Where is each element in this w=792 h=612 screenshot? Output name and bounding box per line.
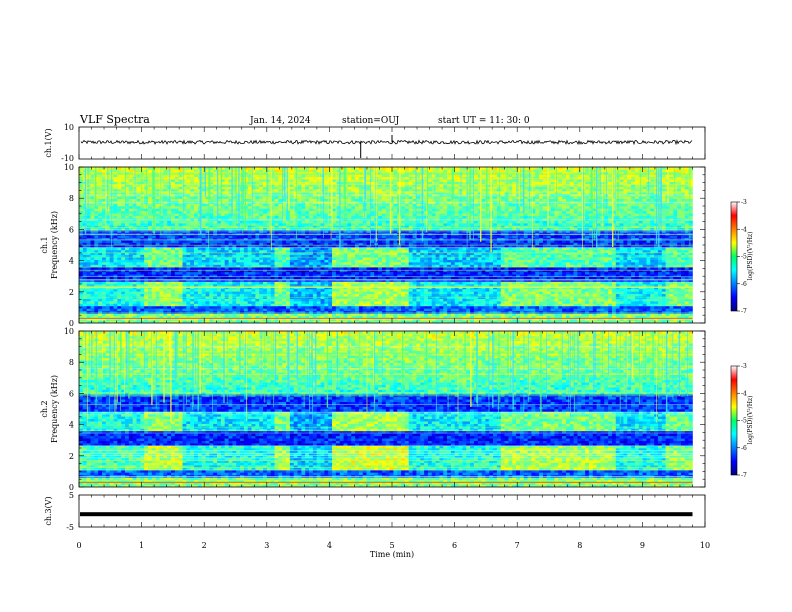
ch1-colorbar-label: log(PSD)(V²/Hz) [747,232,754,281]
colorbar-tick-label: -6 [741,445,747,452]
colorbar-tick-label: -6 [741,281,747,288]
ch1-spectrogram-image [79,167,693,323]
spectrogram-ytick-label: 0 [69,483,74,492]
x-tick-label: 7 [515,541,520,550]
x-tick-label: 8 [577,541,582,550]
colorbar-tick-label: -4 [741,226,747,233]
figure-title: VLF Spectra [79,113,150,126]
spectrogram-ytick-label: 10 [64,163,74,172]
x-tick-label: 4 [327,541,332,550]
x-tick-label: 2 [202,541,207,550]
spectrogram-ytick-label: 10 [64,327,74,336]
spectrogram-ytick-label: 0 [69,319,74,328]
station-label: station=OUJ [342,116,400,126]
ch1-waveform-line [80,139,693,146]
x-tick-label: 0 [76,541,81,550]
x-tick-label: 10 [700,541,710,550]
x-tick-label: 1 [139,541,144,550]
spectrogram-ytick-label: 4 [69,421,74,430]
spectrogram-ytick-label: 6 [69,225,74,234]
colorbar-tick-label: -5 [741,254,747,261]
ch1-ytick-top: 10 [64,123,74,132]
colorbar-tick-label: -3 [741,199,747,206]
ch1-ytick-bottom: -10 [61,154,74,163]
ch3-ytick-top: 5 [69,491,74,500]
spectrogram-ytick-label: 4 [69,257,74,266]
x-tick-label: 3 [264,541,269,550]
x-tick-label: 9 [640,541,645,550]
ch1-colorbar: -3 -4 -5 -6 -7 log(PSD)(V²/Hz) [730,199,754,315]
colorbar-tick-label: -7 [741,472,747,479]
x-axis: 0 1 2 3 4 5 6 7 8 9 10 [76,541,710,550]
spectrogram-ytick-label: 8 [69,358,74,367]
colorbar-tick-label: -7 [741,308,747,315]
colorbar-tick-label: -4 [741,390,747,397]
ch3-waveform-panel: 5 -5 ch.3(V) [44,491,706,532]
colorbar-tick-label: -3 [741,363,747,370]
ch1-waveform-ylabel: ch.1(V) [44,128,53,157]
x-tick-label: 5 [389,541,394,550]
date-label: Jan. 14, 2024 [249,116,311,126]
ch2-spectrogram-image [79,331,693,487]
x-tick-label: 6 [452,541,457,550]
spectrogram-ytick-label: 2 [69,288,74,297]
ch3-waveform-band [80,512,693,517]
ch1-waveform-panel: 10 -10 ch.1(V) [44,123,706,163]
x-axis-label: Time (min) [370,550,414,559]
ch2-colorbar-label: log(PSD)(V²/Hz) [747,396,754,445]
start-time-label: start UT = 11: 30: 0 [438,116,530,126]
ch3-ytick-bottom: -5 [66,523,74,532]
ch2-spectrogram-ylabel: Frequency (kHz) [50,375,59,443]
colorbar-tick-label: -5 [741,418,747,425]
ch1-spectrogram-ylabel-channel: ch.1 [40,236,49,253]
ch2-spectrogram-ylabel-channel: ch.2 [40,400,49,417]
spectrogram-ytick-label: 2 [69,452,74,461]
ch3-waveform-ylabel: ch.3(V) [44,496,53,525]
spectrogram-ytick-label: 6 [69,389,74,398]
ch2-spectrogram-panel: 0 2 4 6 8 10 ch.2 Frequency (kHz) [40,327,706,492]
ch1-spectrogram-panel: 0 2 4 6 8 10 ch.1 Frequency (kHz) [40,163,706,328]
ch2-colorbar: -3 -4 -5 -6 -7 log(PSD)(V²/Hz) [730,363,754,479]
ch1-spectrogram-ylabel: Frequency (kHz) [50,211,59,279]
spectrogram-ytick-label: 8 [69,194,74,203]
